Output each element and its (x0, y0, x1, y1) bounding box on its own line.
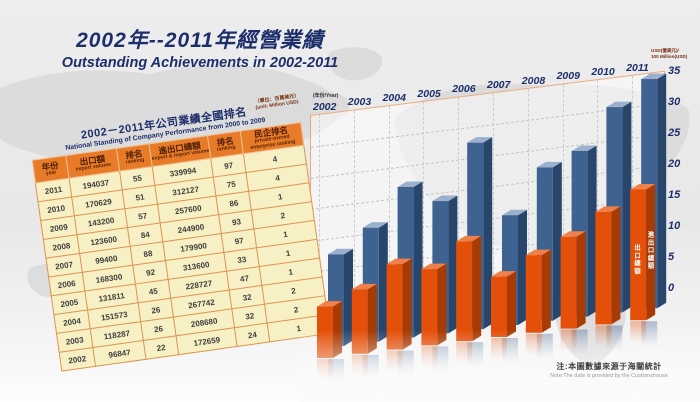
export-bar-side (507, 271, 516, 337)
export-bar-side (367, 283, 377, 354)
export-bar (491, 276, 507, 337)
year-label-2011: 2011 (626, 61, 649, 74)
total-bar-side (622, 101, 632, 313)
y-tick-5: 5 (668, 251, 675, 264)
map-greenland (328, 47, 383, 81)
export-bar-top (456, 235, 482, 242)
year-label-2006: 2006 (452, 83, 476, 96)
export-bar-side (646, 183, 656, 321)
total-bar-top (571, 145, 597, 151)
total-bar-top (328, 248, 353, 255)
year-label-2002: 2002 (313, 100, 337, 113)
export-bar (630, 189, 647, 321)
source-note-zh: 注:本圖數據來源于海關統計 (556, 362, 662, 371)
export-bar-side (437, 263, 447, 346)
main-title-en: Outstanding Achievements in 2002-2011 (61, 55, 339, 71)
export-bar-side (333, 301, 342, 358)
export-bar-reflection (630, 321, 647, 344)
export-bar (317, 306, 333, 358)
export-bar (525, 255, 542, 333)
export-bar-top (560, 231, 586, 237)
total-bar-side (448, 195, 458, 334)
export-bar-top (421, 263, 447, 270)
total-bar-top (536, 161, 562, 168)
export-bar-side (402, 258, 412, 350)
total-bar-side (378, 222, 388, 342)
y-tick-15: 15 (668, 189, 681, 202)
total-bar-top (362, 222, 388, 228)
total-bar-side (518, 209, 527, 325)
total-bar-side (587, 145, 597, 317)
export-bar (386, 264, 403, 350)
export-bar-top (351, 283, 377, 290)
y-tick-20: 20 (668, 157, 681, 170)
total-bar-top (641, 73, 667, 80)
source-note-en: Note:The date is provided by the Customs… (550, 373, 668, 379)
export-bar-top (491, 271, 516, 277)
title-block: 2002年--2011年經營業績 Outstanding Achievement… (40, 24, 360, 71)
export-bar-top (317, 301, 342, 307)
y-axis-unit-label: USD(億美元)/ 100 Million(USD) (651, 48, 699, 59)
export-bar-reflection (525, 333, 542, 356)
export-bar (351, 289, 368, 354)
total-bar-top (397, 181, 423, 187)
total-bar-label: 進出口總額 (646, 231, 654, 270)
total-bar-side (483, 137, 493, 330)
total-bar-side (657, 73, 667, 309)
y-tick-35: 35 (668, 64, 681, 77)
export-bar-top (595, 206, 621, 212)
source-note: 注:本圖數據來源于海關統計 Note:The date is provided … (520, 361, 698, 379)
total-bar-top (467, 137, 493, 143)
export-bar-side (611, 206, 621, 325)
export-bar (595, 211, 612, 325)
export-bar-side (472, 235, 482, 342)
export-bar-top (386, 258, 412, 265)
export-bar-side (576, 231, 586, 329)
export-bar (421, 269, 438, 346)
year-label-2009: 2009 (556, 70, 580, 83)
total-bar-top (502, 209, 527, 216)
year-axis-label: (年份/Year) (313, 92, 339, 99)
total-bar-top (606, 101, 632, 108)
export-bar-reflection (386, 350, 403, 373)
export-bar-top (525, 249, 551, 256)
export-bar-label: 出口總額 (633, 244, 640, 276)
year-label-2003: 2003 (347, 96, 372, 109)
export-bar-reflection (317, 359, 333, 381)
y-tick-30: 30 (668, 95, 681, 108)
export-bar-reflection (491, 338, 507, 360)
export-bar-reflection (421, 346, 438, 369)
year-label-2010: 2010 (591, 65, 615, 78)
y-tick-25: 25 (668, 126, 681, 139)
year-label-2008: 2008 (521, 74, 546, 87)
y-tick-10: 10 (668, 220, 681, 233)
y-axis-unit-line2: 100 Million(USD) (651, 53, 688, 59)
total-bar-side (552, 161, 562, 321)
export-bar-reflection (595, 325, 612, 348)
main-title-zh: 2002年--2011年經營業績 (76, 29, 324, 52)
year-label-2004: 2004 (382, 91, 406, 104)
export-bar-reflection (456, 342, 473, 365)
total-bar-side (344, 248, 353, 346)
export-bar-reflection (560, 329, 577, 352)
year-label-2005: 2005 (417, 87, 441, 100)
total-bar-side (413, 181, 423, 338)
y-tick-0: 0 (668, 282, 675, 295)
total-bar-top (432, 195, 458, 202)
export-bar-reflection (351, 354, 368, 377)
y-axis-unit-line1: USD(億美元)/ (651, 48, 679, 53)
export-bar (456, 241, 473, 342)
year-label-2007: 2007 (487, 78, 511, 91)
export-bar-side (541, 249, 551, 333)
export-bar-top (630, 183, 656, 190)
export-bar (560, 236, 577, 329)
